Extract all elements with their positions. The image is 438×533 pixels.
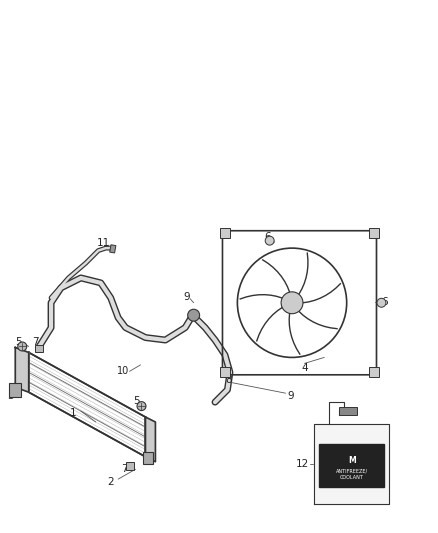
Circle shape — [265, 236, 274, 245]
Circle shape — [377, 298, 386, 307]
Text: 2: 2 — [107, 477, 114, 487]
Circle shape — [18, 342, 27, 351]
Text: 12: 12 — [295, 459, 309, 469]
Polygon shape — [15, 348, 29, 392]
Circle shape — [188, 309, 200, 321]
Bar — [143, 452, 153, 464]
Bar — [126, 462, 134, 470]
Text: 11: 11 — [97, 238, 110, 248]
Bar — [339, 407, 357, 415]
Bar — [35, 344, 42, 352]
Bar — [9, 383, 21, 397]
Text: 10: 10 — [117, 366, 129, 376]
Text: ANTIFREEZE/
COOLANT: ANTIFREEZE/ COOLANT — [336, 469, 368, 480]
Text: 6: 6 — [381, 297, 388, 307]
Bar — [319, 445, 384, 487]
Bar — [369, 228, 379, 238]
Text: 9: 9 — [183, 292, 190, 302]
Bar — [220, 367, 230, 377]
Text: 3: 3 — [7, 391, 14, 401]
Circle shape — [281, 292, 303, 314]
Text: 6: 6 — [264, 232, 271, 242]
Text: 1: 1 — [70, 408, 77, 418]
Text: 5: 5 — [15, 336, 22, 346]
Text: 7: 7 — [32, 336, 39, 346]
Bar — [369, 367, 379, 377]
Text: M: M — [348, 456, 356, 465]
Text: 8: 8 — [226, 375, 232, 385]
Text: 5: 5 — [133, 396, 140, 406]
Text: 4: 4 — [301, 364, 308, 373]
Polygon shape — [314, 424, 389, 504]
Circle shape — [137, 402, 146, 410]
Text: 7: 7 — [121, 464, 128, 474]
Text: 9: 9 — [287, 391, 294, 401]
Bar — [110, 245, 116, 253]
Bar — [220, 228, 230, 238]
Polygon shape — [145, 417, 155, 462]
